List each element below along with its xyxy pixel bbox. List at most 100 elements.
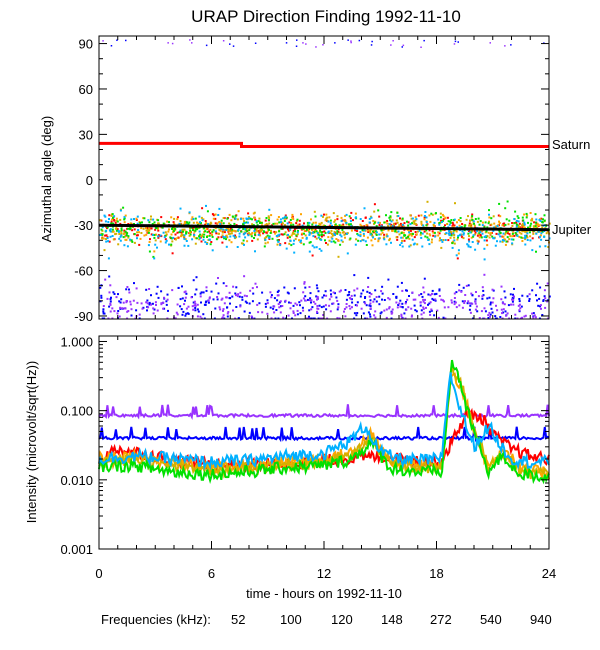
azimuth-point-272-khz (421, 245, 424, 248)
azimuth-point-540-khz (296, 313, 299, 316)
azimuth-point-940-khz (438, 295, 441, 297)
azimuth-point-272-khz (363, 229, 366, 232)
azimuth-point-540-khz (420, 309, 423, 312)
azimuth-point-940-khz (239, 305, 242, 308)
azimuth-point-52-khz (286, 236, 289, 239)
azimuth-point-120-khz (256, 238, 259, 241)
azimuth-point-100-khz (170, 233, 173, 236)
azimuth-point-52-khz (303, 222, 305, 225)
azimuth-point-272-khz (106, 237, 109, 240)
azimuth-point-540-khz (148, 303, 151, 306)
azimuth-point-540-khz (535, 294, 537, 297)
time-x-tick-label: 6 (208, 566, 215, 581)
azimuth-point-148-khz (499, 231, 502, 234)
azimuth-point-272-khz (320, 238, 323, 241)
azimuth-outlier-point (171, 42, 174, 45)
azimuth-point-100-khz (452, 225, 455, 228)
azimuth-point-52-khz (383, 233, 386, 236)
azimuth-point-148-khz (467, 232, 470, 235)
azimuth-point-120-khz (248, 232, 250, 235)
azimuth-point-940-khz (136, 301, 139, 304)
azimuth-point-100-khz (420, 214, 423, 217)
intensity-lines (98, 359, 550, 485)
azimuth-point-100-khz (407, 234, 410, 237)
azimuth-point-120-khz (292, 231, 294, 234)
azimuth-point-100-khz (266, 230, 269, 233)
azimuth-point-272-khz (109, 230, 112, 233)
azimuth-point-940-khz (492, 297, 495, 300)
azimuth-point-100-khz (274, 232, 277, 235)
azimuth-point-940-khz (390, 312, 393, 315)
azimuth-point-940-khz (474, 308, 477, 311)
azimuth-point-940-khz (518, 303, 521, 306)
azimuth-point-540-khz (182, 310, 185, 313)
azimuth-outlier-point (232, 45, 235, 47)
azimuth-point-940-khz (316, 298, 318, 301)
azimuth-outlier-point (116, 39, 118, 41)
azimuth-point-148-khz (498, 230, 501, 233)
azimuth-point-120-khz (226, 236, 229, 239)
azimuth-point-52-khz (191, 227, 194, 230)
azimuth-point-940-khz (316, 305, 319, 307)
azimuth-point-940-khz (391, 308, 394, 311)
azimuth-point-148-khz (491, 235, 494, 238)
azimuth-point-52-khz (204, 223, 207, 226)
azimuth-point-100-khz (196, 221, 198, 224)
azimuth-point-272-khz (222, 235, 225, 238)
azimuth-point-148-khz (426, 236, 429, 239)
azimuth-point-940-khz (208, 296, 211, 299)
azimuth-point-940-khz (190, 296, 193, 299)
azimuth-point-940-khz (176, 303, 179, 306)
azimuth-point-120-khz (146, 228, 149, 231)
azimuth-point-272-khz (238, 235, 241, 238)
azimuth-point-100-khz (153, 250, 156, 253)
azimuth-point-52-khz (540, 217, 543, 220)
azimuth-point-100-khz (205, 222, 208, 225)
azimuth-point-940-khz (196, 315, 199, 318)
azimuth-point-540-khz (521, 294, 524, 297)
azimuth-point-100-khz (242, 217, 245, 220)
azimuth-point-120-khz (426, 200, 429, 203)
azimuth-point-120-khz (259, 230, 262, 233)
azimuth-point-120-khz (324, 219, 327, 222)
azimuth-point-52-khz (119, 222, 122, 225)
azimuth-point-540-khz (150, 294, 152, 297)
azimuth-point-100-khz (142, 217, 145, 220)
azimuth-point-940-khz (266, 302, 269, 305)
azimuth-point-148-khz (356, 232, 359, 235)
azimuth-point-52-khz (281, 233, 284, 236)
azimuth-point-100-khz (183, 221, 186, 223)
azimuth-point-52-khz (477, 240, 480, 243)
azimuth-point-540-khz (504, 310, 507, 313)
azimuth-point-940-khz (196, 303, 199, 306)
azimuth-point-52-khz (108, 240, 111, 243)
azimuth-point-940-khz (218, 306, 221, 309)
azimuth-point-100-khz (385, 233, 388, 236)
azimuth-point-940-khz (512, 303, 515, 306)
azimuth-point-272-khz (293, 239, 295, 242)
azimuth-point-940-khz (398, 302, 401, 305)
azimuth-point-940-khz (308, 299, 311, 302)
azimuth-point-120-khz (275, 231, 278, 234)
azimuth-point-272-khz (466, 243, 469, 246)
azimuth-point-272-khz (363, 207, 366, 210)
azimuth-point-540-khz (258, 302, 261, 305)
azimuth-point-120-khz (342, 225, 345, 228)
azimuth-point-940-khz (228, 291, 231, 294)
azimuth-point-52-khz (337, 230, 340, 233)
azimuth-point-52-khz (174, 233, 177, 236)
azimuth-point-540-khz (474, 298, 477, 301)
azimuth-point-272-khz (151, 233, 154, 236)
azimuth-point-272-khz (415, 218, 418, 221)
azimuth-point-52-khz (176, 216, 179, 219)
azimuth-point-100-khz (526, 214, 529, 217)
azimuth-point-540-khz (359, 295, 362, 298)
azimuth-point-120-khz (245, 227, 248, 230)
azimuth-point-272-khz (483, 236, 486, 238)
azimuth-point-540-khz (288, 301, 290, 304)
azimuth-point-272-khz (468, 240, 471, 243)
azimuth-point-272-khz (467, 245, 470, 248)
azimuth-point-540-khz (348, 291, 351, 293)
azimuth-point-120-khz (228, 239, 231, 242)
azimuth-point-148-khz (478, 223, 481, 226)
